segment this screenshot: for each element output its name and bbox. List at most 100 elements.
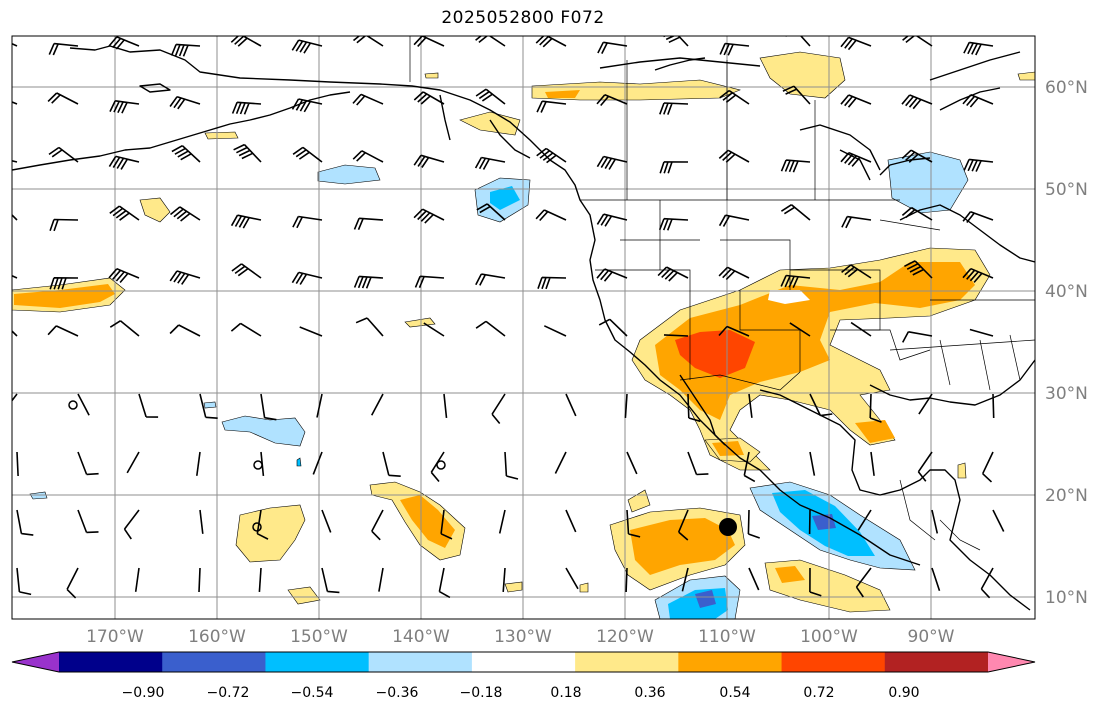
wind-barb bbox=[230, 214, 262, 229]
wind-barb bbox=[77, 393, 90, 416]
wind-barb bbox=[12, 160, 18, 163]
wind-barb bbox=[291, 39, 323, 54]
wind-barb bbox=[443, 393, 448, 418]
wind-barb bbox=[658, 217, 689, 231]
wind-barb bbox=[77, 451, 99, 476]
wind-barb bbox=[352, 150, 384, 163]
colorbar-segment bbox=[368, 652, 473, 672]
wind-barb bbox=[498, 509, 506, 534]
wind-barb bbox=[840, 151, 872, 167]
wind-barb bbox=[475, 36, 506, 47]
lon-label: 100°W bbox=[800, 627, 858, 647]
wind-barb bbox=[718, 325, 750, 337]
lon-label: 130°W bbox=[494, 627, 552, 647]
wind-barb bbox=[963, 158, 994, 172]
wind-barb bbox=[596, 268, 628, 282]
colorbar-tick-label: 0.36 bbox=[634, 685, 665, 701]
wind-barb bbox=[931, 567, 941, 592]
wind-barb bbox=[902, 36, 933, 47]
wind-barb bbox=[199, 393, 218, 419]
colorbar-segment bbox=[678, 652, 783, 672]
lon-label: 140°W bbox=[392, 627, 450, 647]
wind-barb bbox=[748, 567, 760, 591]
wind-barb bbox=[378, 567, 384, 592]
wind-barb bbox=[780, 274, 811, 289]
graticule bbox=[12, 36, 1035, 619]
wind-barb bbox=[438, 567, 451, 599]
wind-barb bbox=[16, 509, 34, 536]
wind-barb bbox=[230, 36, 262, 47]
wind-barb bbox=[316, 393, 323, 418]
colorbar-segment bbox=[884, 652, 989, 672]
wind-barb bbox=[969, 328, 994, 337]
wind-barb bbox=[502, 567, 506, 592]
wind-barb bbox=[719, 89, 750, 105]
wind-barb bbox=[904, 260, 933, 279]
wind-barb bbox=[663, 334, 689, 337]
wind-barb bbox=[196, 451, 201, 476]
colorbar-segment bbox=[59, 652, 163, 672]
colorbar-segment bbox=[162, 652, 266, 672]
wind-barb bbox=[199, 509, 204, 534]
wind-barb bbox=[169, 270, 201, 285]
wind-barb bbox=[292, 146, 323, 163]
wind-barb bbox=[962, 210, 994, 223]
wind-barb bbox=[962, 94, 994, 108]
wind-barb bbox=[126, 451, 140, 474]
wind-barb bbox=[475, 273, 506, 286]
wind-barb bbox=[543, 325, 567, 337]
wind-barb bbox=[626, 509, 641, 538]
wind-barb bbox=[475, 320, 506, 337]
wind-barb bbox=[663, 36, 689, 47]
wind-barb bbox=[440, 509, 453, 540]
wind-barbs bbox=[12, 36, 1005, 599]
lon-label: 120°W bbox=[596, 627, 654, 647]
longitude-labels: 170°W 160°W 150°W 140°W 130°W 120°W 110°… bbox=[86, 627, 955, 647]
wind-barb bbox=[353, 275, 384, 289]
wind-barb bbox=[292, 215, 323, 229]
wind-barb bbox=[565, 567, 579, 590]
wind-barb bbox=[47, 325, 79, 337]
wind-barb bbox=[596, 155, 628, 170]
wind-barb bbox=[747, 509, 760, 539]
wind-barb bbox=[718, 266, 750, 281]
lat-label: 20°N bbox=[1045, 486, 1088, 506]
wind-barb bbox=[352, 93, 384, 106]
wind-barb bbox=[109, 205, 140, 221]
lat-label: 40°N bbox=[1045, 282, 1088, 302]
wind-barb bbox=[16, 451, 19, 477]
latitude-labels: 60°N 50°N 40°N 30°N 20°N 10°N bbox=[1045, 78, 1088, 608]
wind-barb bbox=[12, 329, 18, 337]
wind-barb bbox=[16, 567, 32, 596]
wind-barb bbox=[198, 567, 201, 593]
wind-barb bbox=[536, 100, 567, 113]
colorbar-over-arrow bbox=[988, 652, 1035, 672]
wind-barb bbox=[169, 324, 201, 337]
lat-label: 30°N bbox=[1045, 384, 1088, 404]
colorbar-tick-label: 0.72 bbox=[803, 685, 834, 701]
wind-barb bbox=[901, 94, 933, 110]
wind-barb bbox=[980, 567, 994, 599]
wind-barb bbox=[659, 102, 689, 115]
lat-label: 50°N bbox=[1045, 180, 1088, 200]
wind-barb bbox=[535, 36, 567, 48]
wind-barb bbox=[719, 42, 750, 56]
wind-barb bbox=[413, 36, 445, 47]
wind-barb bbox=[782, 85, 811, 105]
wind-barb bbox=[291, 98, 323, 113]
lon-label: 110°W bbox=[698, 627, 756, 647]
wind-barb bbox=[857, 509, 872, 531]
wind-barb bbox=[291, 271, 323, 285]
wind-barb bbox=[870, 451, 875, 476]
wind-barb bbox=[718, 149, 750, 163]
wind-barb bbox=[537, 276, 567, 290]
wind-barb bbox=[962, 267, 994, 283]
wind-barb bbox=[260, 451, 265, 476]
wind-barb bbox=[598, 318, 628, 337]
wind-barb bbox=[12, 274, 18, 279]
map-layers bbox=[12, 36, 1035, 619]
wind-barb bbox=[809, 451, 816, 476]
colorbar-tick-label: −0.54 bbox=[291, 685, 334, 701]
wind-barb bbox=[659, 161, 689, 174]
lat-label: 10°N bbox=[1045, 588, 1088, 608]
